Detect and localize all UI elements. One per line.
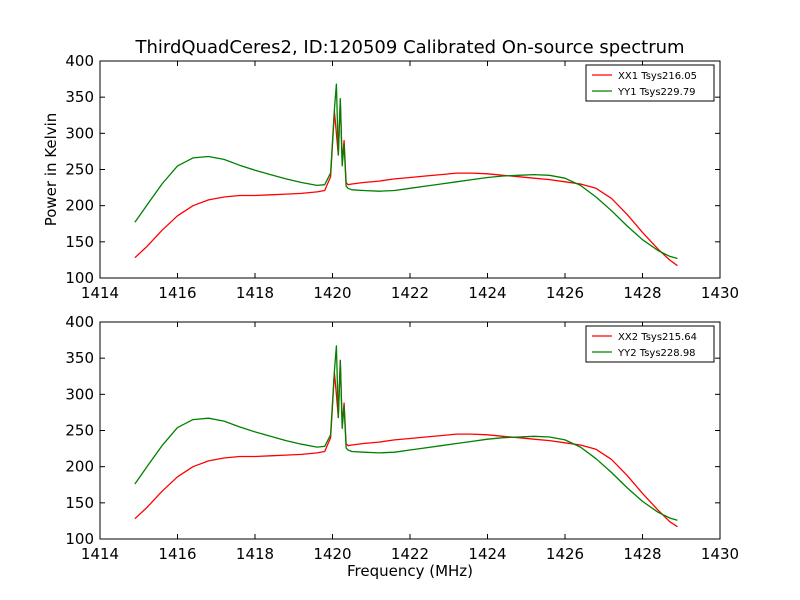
series-line-1-2	[134, 83, 678, 260]
series-line-1-1	[134, 100, 678, 267]
y-tick-label: 300	[65, 385, 94, 403]
y-tick-label: 200	[65, 197, 94, 215]
legend-2: XX2 Tsys215.64 YY2 Tsys228.98	[585, 325, 715, 363]
x-tick-label: 1424	[468, 284, 506, 302]
y-tick-label: 400	[65, 52, 94, 70]
x-tick-label: 1426	[546, 284, 584, 302]
y-tick-label: 150	[65, 494, 94, 512]
x-tick-label: 1428	[623, 284, 661, 302]
x-tick-label: 1414	[81, 284, 119, 302]
y-axis-label: Power in Kelvin	[42, 113, 60, 227]
chart-title: ThirdQuadCeres2, ID:120509 Calibrated On…	[134, 37, 684, 58]
x-tick-label: 1420	[313, 284, 351, 302]
x-tick-label: 1416	[158, 284, 196, 302]
legend-box	[585, 325, 715, 363]
x-tick-label: 1422	[391, 284, 429, 302]
x-tick-label: 1414	[81, 545, 119, 563]
legend-box	[585, 64, 715, 102]
chart-panel-1: 1414 1416 1418 1420 1422 1424 1426 1428 1430 100 1…	[42, 52, 739, 302]
y-tick-label: 350	[65, 349, 94, 367]
x-tick-label: 1418	[236, 545, 274, 563]
y-tick-label: 100	[65, 530, 94, 548]
legend-label: YY1 Tsys229.79	[617, 87, 696, 98]
x-tick-label: 1426	[546, 545, 584, 563]
legend-label: YY2 Tsys228.98	[617, 348, 696, 359]
y-tick-label: 250	[65, 161, 94, 179]
y-tick-label: 200	[65, 458, 94, 476]
y-tick-label: 250	[65, 422, 94, 440]
x-tick-label: 1428	[623, 545, 661, 563]
y-tick-label: 350	[65, 88, 94, 106]
y-tick-label: 400	[65, 313, 94, 331]
x-tick-label: 1418	[236, 284, 274, 302]
legend-label: XX2 Tsys215.64	[618, 332, 697, 343]
panels: 1414 1416 1418 1420 1422 1424 1426 1428 14301001…	[42, 52, 739, 580]
x-tick-label: 1416	[158, 545, 196, 563]
chart-panel-2: 1414 1416 1418 1420 1422 1424 1426 1428 1430 100 1…	[65, 313, 739, 580]
series-line-2-2	[134, 345, 678, 521]
x-axis-label: Frequency (MHz)	[347, 562, 473, 580]
x-tick-label: 1430	[701, 545, 739, 563]
x-tick-label: 1430	[701, 284, 739, 302]
y-tick-label: 100	[65, 269, 94, 287]
legend-1: XX1 Tsys216.05 YY1 Tsys229.79	[585, 64, 715, 102]
x-tick-label: 1422	[391, 545, 429, 563]
legend-label: XX1 Tsys216.05	[618, 71, 697, 82]
y-tick-label: 300	[65, 124, 94, 142]
x-tick-label: 1424	[468, 545, 506, 563]
x-tick-label: 1420	[313, 545, 351, 563]
y-tick-label: 150	[65, 233, 94, 251]
